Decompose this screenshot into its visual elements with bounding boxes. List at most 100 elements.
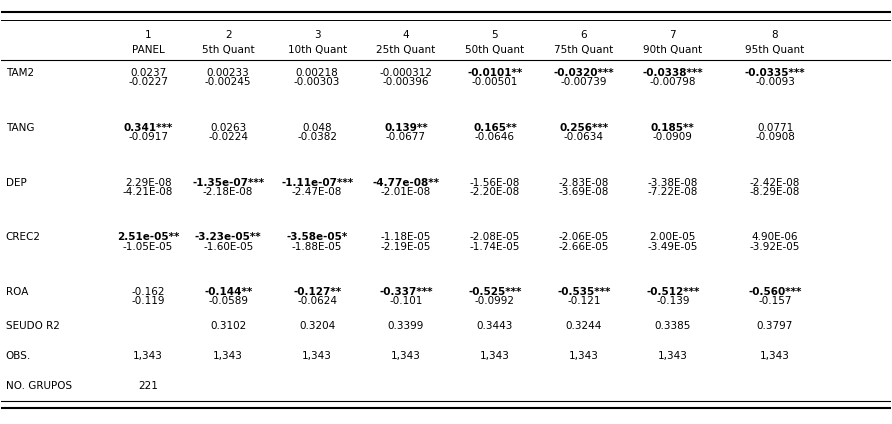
Text: 1,343: 1,343 [133,351,163,361]
Text: 50th Quant: 50th Quant [466,45,524,55]
Text: PANEL: PANEL [132,45,164,55]
Text: -0.162: -0.162 [131,287,165,297]
Text: -0.00303: -0.00303 [293,77,340,87]
Text: -0.0909: -0.0909 [653,132,693,142]
Text: -1.18E-05: -1.18E-05 [381,232,431,242]
Text: 0.3385: 0.3385 [655,321,691,331]
Text: 0.3204: 0.3204 [299,321,335,331]
Text: 2: 2 [225,30,231,40]
Text: -7.22E-08: -7.22E-08 [648,187,698,197]
Text: -0.0320***: -0.0320*** [554,68,614,78]
Text: -2.47E-08: -2.47E-08 [292,187,343,197]
Text: -8.29E-08: -8.29E-08 [750,187,800,197]
Text: 0.0237: 0.0237 [130,68,166,78]
Text: 0.3797: 0.3797 [756,321,793,331]
Text: 1,343: 1,343 [302,351,332,361]
Text: -2.42E-08: -2.42E-08 [750,178,800,187]
Text: -2.08E-05: -2.08E-05 [470,232,520,242]
Text: 1,343: 1,343 [391,351,421,361]
Text: -4.77e-08**: -4.77e-08** [373,178,440,187]
Text: -1.88E-05: -1.88E-05 [292,242,343,251]
Text: 0.3244: 0.3244 [566,321,602,331]
Text: -3.38E-08: -3.38E-08 [648,178,698,187]
Text: 0.0263: 0.0263 [210,123,246,133]
Text: 4.90E-06: 4.90E-06 [752,232,798,242]
Text: -0.525***: -0.525*** [468,287,522,297]
Text: -2.83E-08: -2.83E-08 [558,178,609,187]
Text: -2.19E-05: -2.19E-05 [381,242,431,251]
Text: 95th Quant: 95th Quant [746,45,805,55]
Text: -2.01E-08: -2.01E-08 [381,187,431,197]
Text: -0.0624: -0.0624 [297,296,337,306]
Text: -0.560***: -0.560*** [748,287,802,297]
Text: -0.0335***: -0.0335*** [745,68,805,78]
Text: -0.337***: -0.337*** [379,287,433,297]
Text: 10th Quant: 10th Quant [287,45,347,55]
Text: 0.341***: 0.341*** [123,123,173,133]
Text: -0.00396: -0.00396 [383,77,429,87]
Text: -3.23e-05**: -3.23e-05** [194,232,261,242]
Text: -0.00798: -0.00798 [649,77,696,87]
Text: 3: 3 [314,30,320,40]
Text: -0.0224: -0.0224 [208,132,248,142]
Text: 0.00218: 0.00218 [295,68,338,78]
Text: -1.74E-05: -1.74E-05 [470,242,520,251]
Text: -2.18E-08: -2.18E-08 [203,187,253,197]
Text: -0.0677: -0.0677 [386,132,426,142]
Text: 2.29E-08: 2.29E-08 [125,178,171,187]
Text: -0.00245: -0.00245 [205,77,252,87]
Text: 75th Quant: 75th Quant [554,45,614,55]
Text: 0.139**: 0.139** [384,123,428,133]
Text: -0.101: -0.101 [389,296,423,306]
Text: -0.0589: -0.0589 [208,296,248,306]
Text: 0.3399: 0.3399 [388,321,425,331]
Text: -0.119: -0.119 [131,296,165,306]
Text: 2.00E-05: 2.00E-05 [649,232,696,242]
Text: -0.0101**: -0.0101** [467,68,523,78]
Text: -0.144**: -0.144** [204,287,252,297]
Text: 8: 8 [772,30,779,40]
Text: -0.0917: -0.0917 [128,132,168,142]
Text: -0.000312: -0.000312 [379,68,433,78]
Text: 1,343: 1,343 [480,351,510,361]
Text: -0.0093: -0.0093 [755,77,795,87]
Text: 1: 1 [145,30,152,40]
Text: 2.51e-05**: 2.51e-05** [117,232,179,242]
Text: -0.535***: -0.535*** [558,287,610,297]
Text: 1,343: 1,343 [760,351,790,361]
Text: -3.58e-05*: -3.58e-05* [286,232,348,242]
Text: 0.048: 0.048 [302,123,332,133]
Text: 221: 221 [138,381,158,391]
Text: -0.0227: -0.0227 [128,77,168,87]
Text: -3.49E-05: -3.49E-05 [648,242,698,251]
Text: 25th Quant: 25th Quant [376,45,435,55]
Text: 90th Quant: 90th Quant [643,45,702,55]
Text: 0.185**: 0.185** [651,123,695,133]
Text: -2.06E-05: -2.06E-05 [558,232,609,242]
Text: 0.00233: 0.00233 [207,68,250,78]
Text: -1.05E-05: -1.05E-05 [123,242,173,251]
Text: -0.512***: -0.512*** [646,287,699,297]
Text: -0.157: -0.157 [758,296,792,306]
Text: -2.66E-05: -2.66E-05 [558,242,609,251]
Text: -0.0646: -0.0646 [475,132,515,142]
Text: SEUDO R2: SEUDO R2 [6,321,60,331]
Text: 0.0771: 0.0771 [757,123,793,133]
Text: -1.35e-07***: -1.35e-07*** [192,178,264,187]
Text: -1.60E-05: -1.60E-05 [203,242,253,251]
Text: NO. GRUPOS: NO. GRUPOS [6,381,72,391]
Text: -0.00739: -0.00739 [560,77,607,87]
Text: -0.0634: -0.0634 [564,132,604,142]
Text: TAM2: TAM2 [6,68,34,78]
Text: -0.121: -0.121 [567,296,600,306]
Text: -0.0992: -0.0992 [475,296,515,306]
Text: 5th Quant: 5th Quant [202,45,254,55]
Text: 1,343: 1,343 [657,351,688,361]
Text: 0.256***: 0.256*** [559,123,608,133]
Text: -2.20E-08: -2.20E-08 [470,187,520,197]
Text: -0.0908: -0.0908 [755,132,795,142]
Text: 4: 4 [402,30,409,40]
Text: -0.0338***: -0.0338*** [642,68,703,78]
Text: -3.92E-05: -3.92E-05 [750,242,800,251]
Text: -1.11e-07***: -1.11e-07*** [281,178,353,187]
